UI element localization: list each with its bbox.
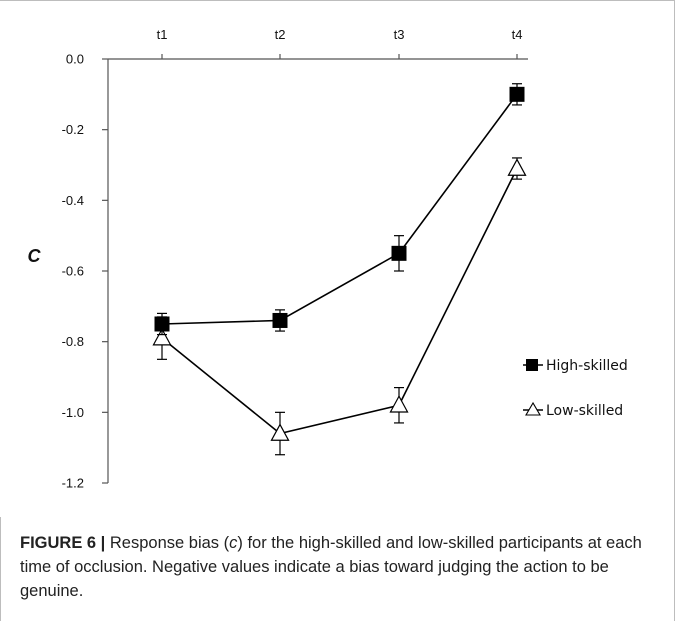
y-axis-label: C [28, 246, 42, 266]
caption-text-before: Response bias ( [105, 534, 230, 552]
chart-series [152, 83, 527, 456]
series-high-skilled [154, 83, 525, 336]
data-point [270, 423, 290, 441]
legend-marker [526, 359, 538, 371]
caption-italic: c [229, 534, 238, 552]
figure-label: FIGURE 6 | [20, 534, 106, 552]
data-point [509, 86, 525, 102]
y-tick-label: -0.6 [62, 264, 84, 279]
legend-item-low-skilled: Low-skilled [523, 401, 623, 419]
x-tick-label: t2 [275, 27, 286, 42]
series-low-skilled [152, 157, 527, 456]
legend-label: High-skilled [546, 358, 628, 374]
data-point [391, 245, 407, 261]
data-point [507, 158, 527, 176]
chart-legend: High-skilled Low-skilled [523, 358, 628, 419]
y-tick-label: -0.2 [62, 122, 84, 137]
y-tick-label: 0.0 [66, 52, 84, 67]
legend-item-high-skilled: High-skilled [523, 358, 628, 374]
data-point [154, 316, 170, 332]
y-tick-label: -0.4 [62, 193, 84, 208]
figure-caption: FIGURE 6 | Response bias (c) for the hig… [20, 531, 660, 603]
y-tick-label: -0.8 [62, 334, 84, 349]
x-tick-label: t4 [512, 27, 523, 42]
series-line [161, 93, 518, 325]
y-tick-label: -1.0 [62, 405, 84, 420]
chart-axes [102, 54, 528, 484]
series-line [161, 168, 518, 435]
chart-tick-labels: 0.0 -0.2 -0.4 -0.6 -0.8 -1.0 -1.2 t1 t2 t3 t4 C [28, 27, 523, 491]
data-point [272, 312, 288, 328]
x-tick-label: t3 [394, 27, 405, 42]
x-tick-label: t1 [157, 27, 168, 42]
legend-label: Low-skilled [546, 403, 623, 419]
y-tick-label: -1.2 [62, 476, 84, 491]
caption-text-after: ) for the high-skilled and low-skilled p… [20, 534, 642, 600]
frame-top-border [0, 0, 675, 1]
line-chart: 0.0 -0.2 -0.4 -0.6 -0.8 -1.0 -1.2 t1 t2 t3 t4 C Hig… [28, 27, 628, 491]
caption-rule [0, 517, 1, 621]
data-point [152, 327, 172, 346]
legend-marker [525, 401, 541, 416]
data-point [389, 395, 409, 413]
